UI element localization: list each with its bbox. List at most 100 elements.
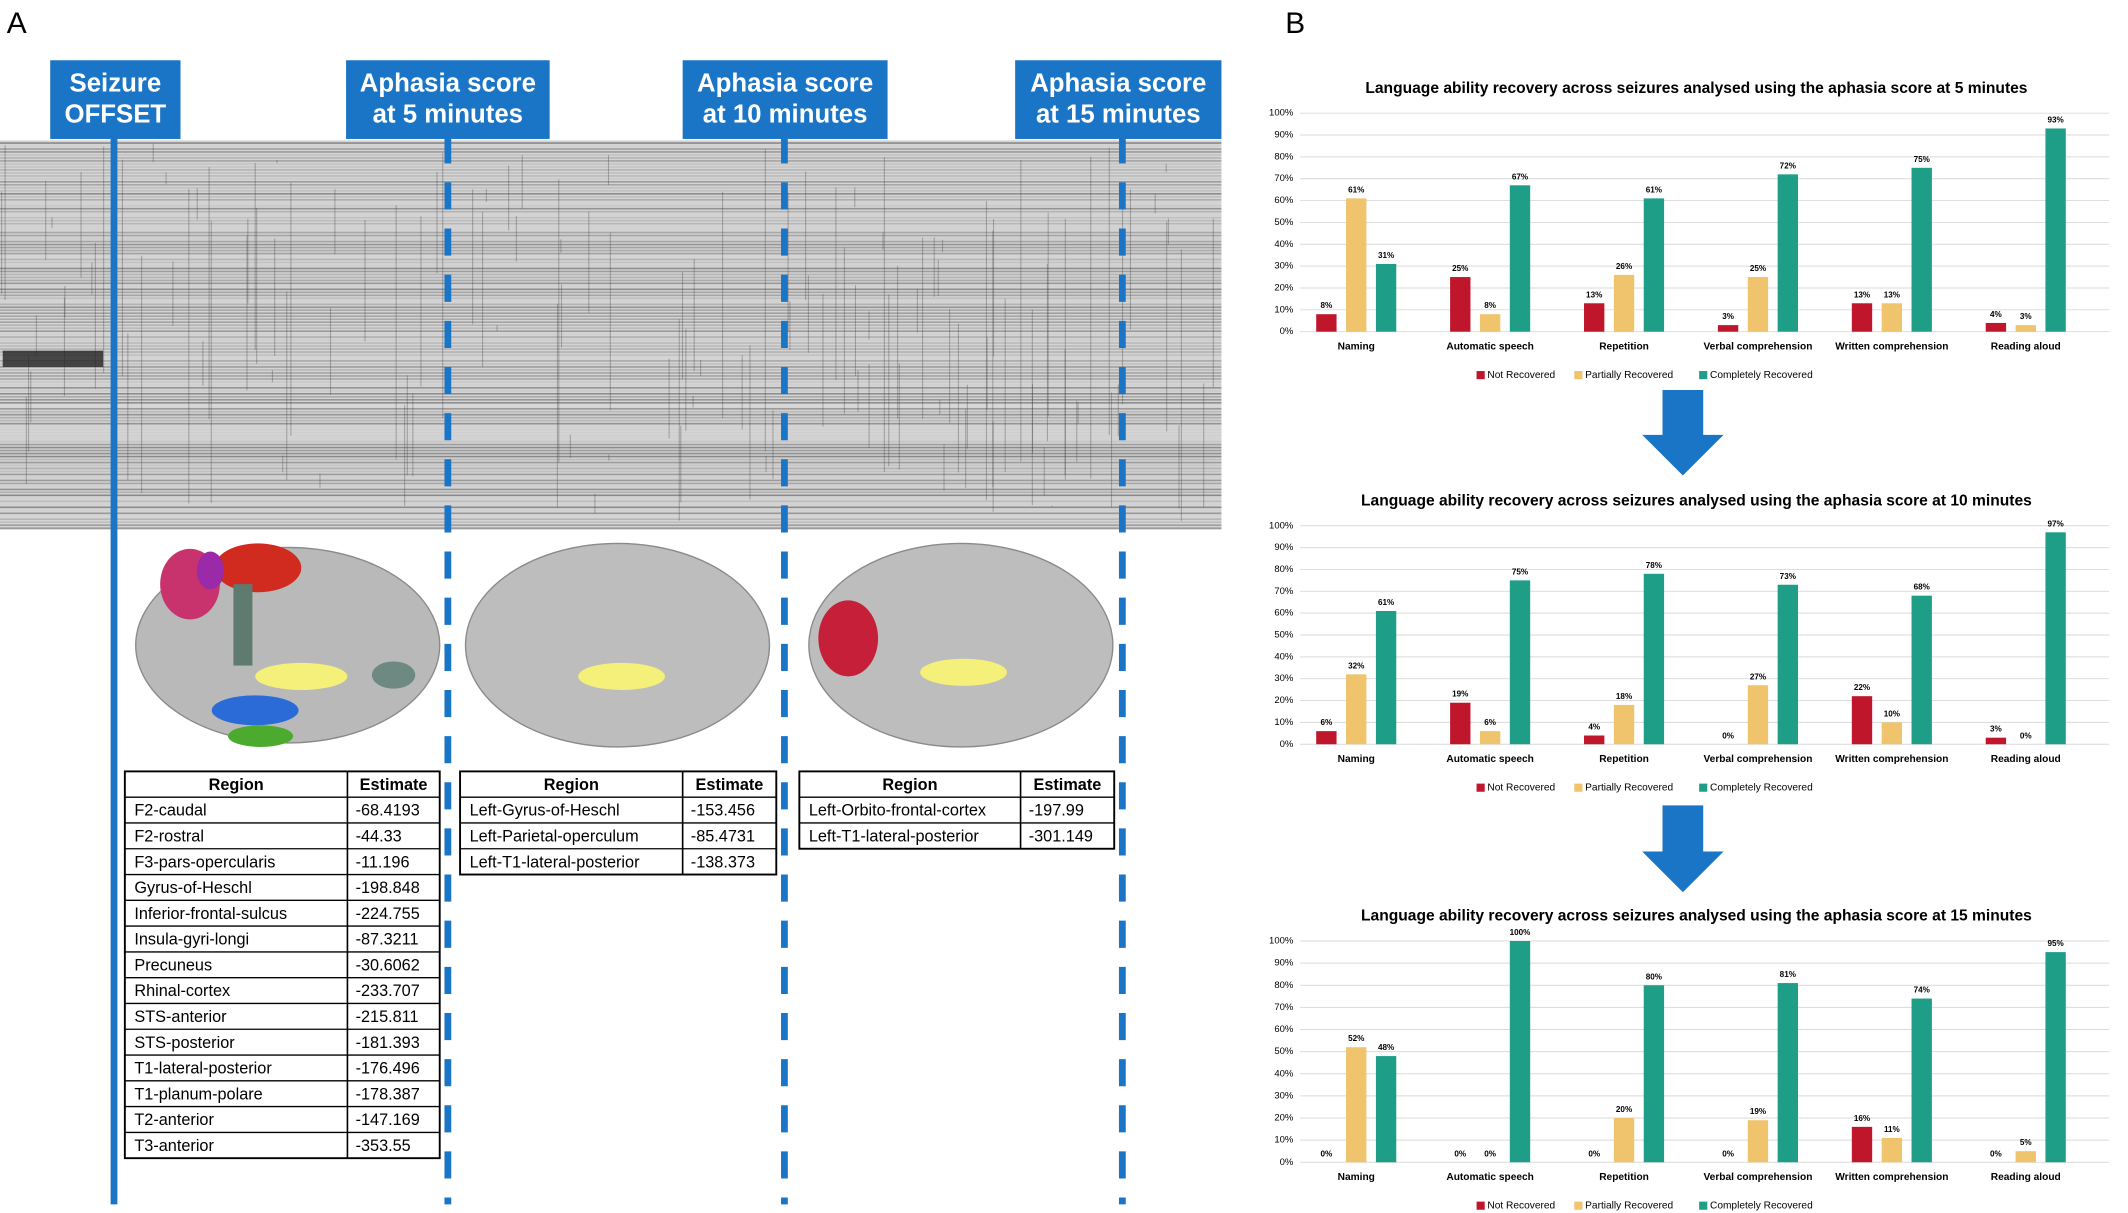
y-tick-label: 90%	[1274, 130, 1294, 141]
bar	[1643, 198, 1665, 332]
bar	[1375, 1056, 1397, 1163]
table-frame	[123, 770, 441, 1160]
eeg-burst	[2, 350, 104, 367]
table-cell: Left-T1-lateral-posterior	[470, 853, 641, 871]
bar	[2015, 325, 2036, 332]
x-tick-label: Reading aloud	[1991, 1172, 2061, 1183]
table-cell: T1-planum-polare	[134, 1085, 262, 1103]
bar	[1375, 263, 1397, 332]
x-tick-label: Automatic speech	[1446, 1172, 1533, 1183]
value-label: 0%	[2020, 731, 2033, 740]
value-label: 0%	[1990, 1149, 2003, 1158]
table-cell: Rhinal-cortex	[134, 982, 230, 1000]
value-label: 80%	[1646, 972, 1663, 981]
marker-label: at 10 minutes	[703, 101, 868, 129]
legend-label: Completely Recovered	[1710, 370, 1813, 381]
table-cell: -178.387	[356, 1085, 420, 1103]
y-tick-label: 70%	[1274, 1002, 1294, 1013]
y-tick-label: 70%	[1274, 586, 1294, 597]
y-tick-label: 40%	[1274, 239, 1294, 250]
y-tick-label: 40%	[1274, 651, 1294, 662]
panel-label: A	[7, 7, 27, 40]
chart-title: Language ability recovery across seizure…	[1361, 908, 2032, 925]
y-tick-label: 100%	[1269, 108, 1294, 119]
y-tick-label: 90%	[1274, 958, 1294, 969]
bar	[1911, 998, 1932, 1163]
y-tick-label: 70%	[1274, 173, 1294, 184]
value-label: 13%	[1854, 290, 1871, 299]
table-cell: -85.4731	[691, 828, 755, 846]
value-label: 61%	[1646, 185, 1663, 194]
legend-swatch	[1574, 371, 1583, 380]
value-label: 0%	[1722, 1149, 1735, 1158]
y-tick-label: 100%	[1269, 936, 1294, 947]
table-cell: -181.393	[356, 1034, 420, 1052]
bar	[2045, 128, 2066, 332]
brain-3	[808, 542, 1114, 748]
value-label: 61%	[1378, 598, 1395, 607]
bar	[1985, 737, 2007, 745]
y-tick-label: 80%	[1274, 151, 1294, 162]
table-cell: -301.149	[1029, 828, 1093, 846]
x-tick-label: Repetition	[1599, 341, 1649, 352]
y-tick-label: 100%	[1269, 520, 1294, 531]
value-label: 73%	[1780, 572, 1797, 581]
down-arrow	[1642, 805, 1724, 893]
bar	[1717, 325, 1739, 332]
y-tick-label: 20%	[1274, 1113, 1294, 1124]
y-tick-label: 60%	[1274, 608, 1294, 619]
x-tick-label: Reading aloud	[1991, 754, 2061, 765]
y-tick-label: 90%	[1274, 542, 1294, 553]
bar	[1450, 277, 1471, 332]
chart-title: Language ability recovery across seizure…	[1365, 80, 2027, 97]
x-tick-label: Naming	[1338, 754, 1375, 765]
y-tick-label: 30%	[1274, 261, 1294, 272]
bar	[1346, 1047, 1367, 1163]
y-tick-label: 30%	[1274, 1090, 1294, 1101]
table-header: Region	[209, 776, 264, 794]
legend-label: Partially Recovered	[1585, 1200, 1673, 1211]
table-cell: Precuneus	[134, 956, 212, 974]
y-tick-label: 50%	[1274, 630, 1294, 641]
legend-swatch	[1574, 783, 1583, 792]
marker-label: at 15 minutes	[1036, 101, 1201, 129]
value-label: 72%	[1780, 161, 1797, 170]
value-label: 8%	[1321, 301, 1334, 310]
x-tick-label: Naming	[1338, 1172, 1375, 1183]
value-label: 75%	[1914, 155, 1931, 164]
y-tick-label: 50%	[1274, 217, 1294, 228]
brain-2	[464, 542, 771, 748]
table-cell: -44.33	[356, 828, 402, 846]
bar	[1479, 314, 1501, 332]
table-cell: -153.456	[691, 802, 755, 820]
bar	[1346, 198, 1367, 332]
bar	[1747, 685, 1769, 745]
value-label: 52%	[1348, 1034, 1365, 1043]
bar	[1375, 610, 1397, 745]
x-tick-label: Reading aloud	[1991, 341, 2061, 352]
value-label: 100%	[1510, 928, 1532, 937]
bar	[1777, 174, 1798, 332]
bar	[1881, 722, 1903, 745]
legend-label: Not Recovered	[1487, 370, 1555, 381]
x-tick-label: Written comprehension	[1835, 1172, 1948, 1183]
y-tick-label: 20%	[1274, 282, 1294, 293]
value-label: 16%	[1854, 1114, 1871, 1123]
value-label: 0%	[1484, 1149, 1497, 1158]
bar	[1316, 314, 1337, 332]
bar	[1643, 573, 1665, 745]
bar	[1316, 731, 1337, 745]
bar	[2045, 952, 2066, 1163]
value-label: 25%	[1452, 264, 1469, 273]
x-tick-label: Automatic speech	[1446, 754, 1533, 765]
bar	[1613, 704, 1635, 745]
value-label: 81%	[1780, 970, 1797, 979]
table-cell: F2-caudal	[134, 802, 206, 820]
value-label: 19%	[1750, 1107, 1767, 1116]
y-tick-label: 30%	[1274, 673, 1294, 684]
bar	[1777, 584, 1798, 745]
table-cell: T3-anterior	[134, 1137, 214, 1155]
y-tick-label: 60%	[1274, 1024, 1294, 1035]
value-label: 68%	[1914, 583, 1931, 592]
value-label: 10%	[1884, 709, 1901, 718]
